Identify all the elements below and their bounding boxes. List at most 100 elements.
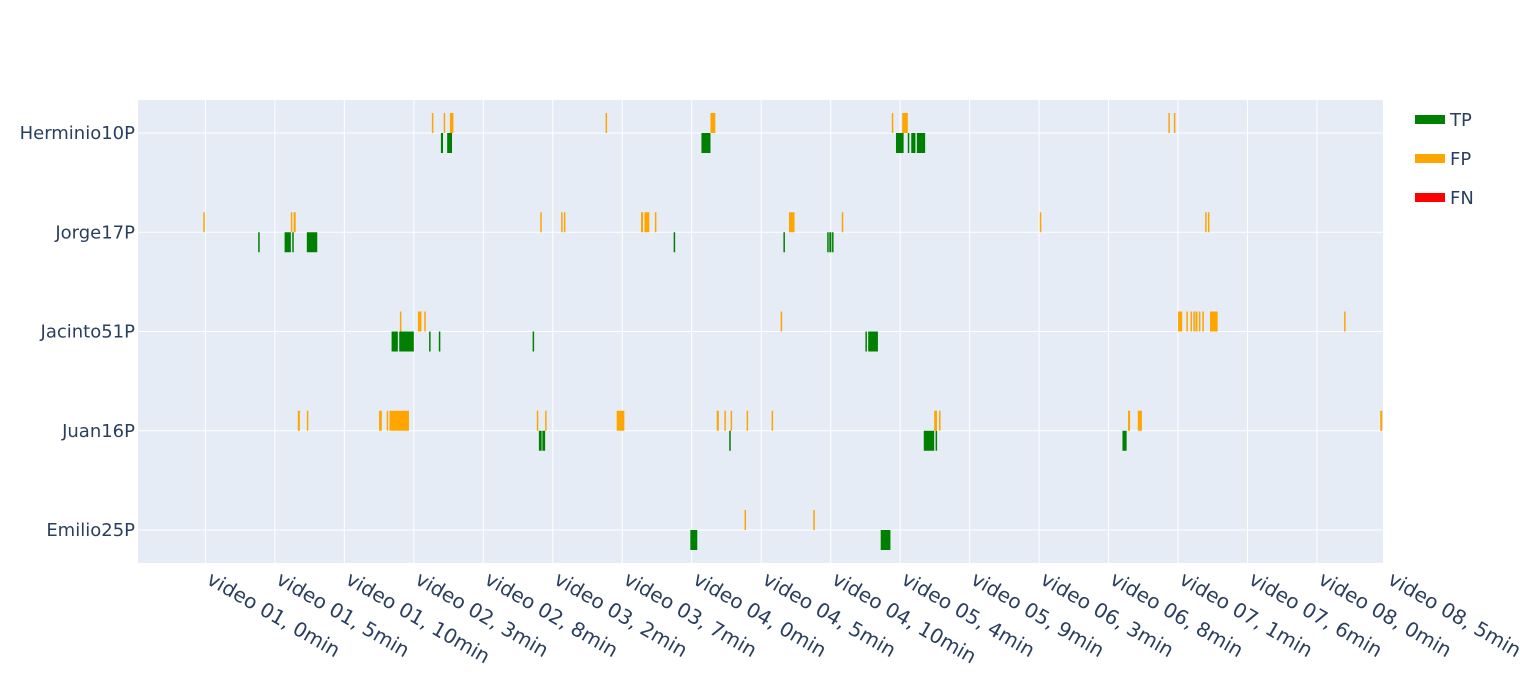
bar-segment-tp[interactable] — [440, 133, 443, 153]
bar-segment-fp[interactable] — [1195, 311, 1198, 332]
bar-segment-tp[interactable] — [391, 331, 398, 352]
bar-segment-fp[interactable] — [710, 113, 716, 133]
bar-segment-fp[interactable] — [939, 410, 941, 431]
bar-segment-fp[interactable] — [1168, 113, 1170, 133]
legend-item-fp[interactable]: FP — [1415, 149, 1471, 170]
bar-segment-tp[interactable] — [532, 331, 535, 352]
bar-segment-fp[interactable] — [563, 212, 566, 233]
bar-segment-fp[interactable] — [1186, 311, 1188, 332]
bar-segment-fp[interactable] — [1202, 311, 1204, 332]
bar-segment-tp[interactable] — [832, 232, 834, 253]
bar-segment-tp[interactable] — [907, 133, 910, 153]
bar-segment-tp[interactable] — [923, 430, 935, 451]
bar-segment-tp[interactable] — [690, 530, 698, 550]
bar-segment-fp[interactable] — [1344, 311, 1346, 332]
bar-segment-fp[interactable] — [780, 311, 783, 332]
bar-segment-fp[interactable] — [744, 510, 747, 530]
bar-segment-tp[interactable] — [868, 331, 878, 352]
bar-segment-tp[interactable] — [399, 331, 414, 352]
bar-segment-fp[interactable] — [813, 510, 815, 530]
bar-segment-fp[interactable] — [1137, 410, 1142, 431]
bar-segment-fp[interactable] — [449, 113, 454, 133]
bar-segment-tp[interactable] — [829, 232, 832, 253]
bar-segment-fp[interactable] — [788, 212, 795, 233]
bar-segment-fp[interactable] — [616, 410, 625, 431]
bar-segment-fp[interactable] — [443, 113, 446, 133]
bar-segment-fp[interactable] — [536, 410, 539, 431]
bar-segment-fp[interactable] — [1207, 212, 1210, 233]
bar-segment-fp[interactable] — [1039, 212, 1042, 233]
y-tick-label: Juan16P — [61, 421, 135, 442]
bar-segment-fp[interactable] — [545, 410, 547, 431]
bar-segment-fp[interactable] — [540, 212, 542, 233]
horizontal-gridlines — [138, 132, 1383, 531]
bar-segment-tp[interactable] — [729, 430, 731, 451]
bar-segment-fp[interactable] — [1210, 311, 1218, 332]
bar-segment-fp[interactable] — [1198, 311, 1201, 332]
bar-segment-fp[interactable] — [605, 113, 608, 133]
bar-segment-fp[interactable] — [902, 113, 908, 133]
bar-segment-tp[interactable] — [827, 232, 829, 253]
bar-segment-fp[interactable] — [1173, 113, 1176, 133]
bar-segment-fp[interactable] — [561, 212, 563, 233]
bar-segment-tp[interactable] — [911, 133, 916, 153]
bar-segment-tp[interactable] — [783, 232, 785, 253]
bar-segment-fp[interactable] — [771, 410, 774, 431]
bar-segment-fp[interactable] — [654, 212, 657, 233]
bar-segment-fp[interactable] — [1190, 311, 1193, 332]
legend-item-fn[interactable]: FN — [1415, 188, 1474, 209]
legend-swatch-tp — [1415, 115, 1445, 124]
bar-segment-tp[interactable] — [306, 232, 318, 253]
bar-segment-fp[interactable] — [203, 212, 205, 233]
bar-segment-fp[interactable] — [746, 410, 749, 431]
bar-segment-fp[interactable] — [934, 410, 937, 431]
bar-segment-fp[interactable] — [641, 212, 644, 233]
bar-segment-fp[interactable] — [293, 212, 296, 233]
bar-segment-fp[interactable] — [386, 410, 389, 431]
bar-segment-tp[interactable] — [292, 232, 294, 253]
bar-segment-fp[interactable] — [1128, 410, 1131, 431]
legend-label-fn: FN — [1450, 188, 1474, 209]
bar-segment-fp[interactable] — [730, 410, 733, 431]
bar-segment-fp[interactable] — [297, 410, 300, 431]
bar-segment-fp[interactable] — [1205, 212, 1207, 233]
bar-segment-fp[interactable] — [891, 113, 894, 133]
y-tick-labels: Herminio10P Jorge17P Jacinto51P Juan16P Emil… — [20, 123, 136, 541]
bar-segment-fp[interactable] — [716, 410, 719, 431]
bar-segment-tp[interactable] — [865, 331, 867, 352]
bar-segment-tp[interactable] — [447, 133, 453, 153]
bar-segment-fp[interactable] — [431, 113, 434, 133]
bar-segment-tp[interactable] — [438, 331, 441, 352]
legend-item-tp[interactable]: TP — [1415, 110, 1472, 131]
bar-segment-tp[interactable] — [538, 430, 542, 451]
legend-label-fp: FP — [1450, 149, 1471, 170]
bar-segment-tp[interactable] — [916, 133, 926, 153]
bar-segment-tp[interactable] — [673, 232, 676, 253]
legend[interactable]: TP FP FN — [1415, 110, 1474, 209]
bar-segment-fp[interactable] — [1193, 311, 1195, 332]
bar-segment-fp[interactable] — [389, 410, 409, 431]
bar-segments — [203, 113, 1383, 550]
bar-segment-fp[interactable] — [306, 410, 309, 431]
bar-segment-tp[interactable] — [429, 331, 431, 352]
bar-segment-tp[interactable] — [542, 430, 546, 451]
bar-segment-tp[interactable] — [284, 232, 291, 253]
bar-segment-tp[interactable] — [935, 430, 938, 451]
bar-segment-tp[interactable] — [1122, 430, 1127, 451]
bar-segment-fp[interactable] — [424, 311, 426, 332]
bar-segment-fp[interactable] — [399, 311, 402, 332]
bar-segment-fp[interactable] — [417, 311, 422, 332]
bar-segment-tp[interactable] — [258, 232, 260, 253]
bar-segment-fp[interactable] — [1178, 311, 1183, 332]
bar-segment-fp[interactable] — [379, 410, 382, 431]
bar-segment-fp[interactable] — [644, 212, 650, 233]
bar-segment-fp[interactable] — [724, 410, 726, 431]
bar-segment-fp[interactable] — [290, 212, 293, 233]
bar-segment-tp[interactable] — [701, 133, 711, 153]
bar-segment-tp[interactable] — [895, 133, 904, 153]
y-tick-label: Herminio10P — [20, 123, 136, 144]
bar-segment-tp[interactable] — [880, 530, 891, 550]
bar-segment-fp[interactable] — [1380, 410, 1383, 431]
bar-segment-fp[interactable] — [841, 212, 844, 233]
